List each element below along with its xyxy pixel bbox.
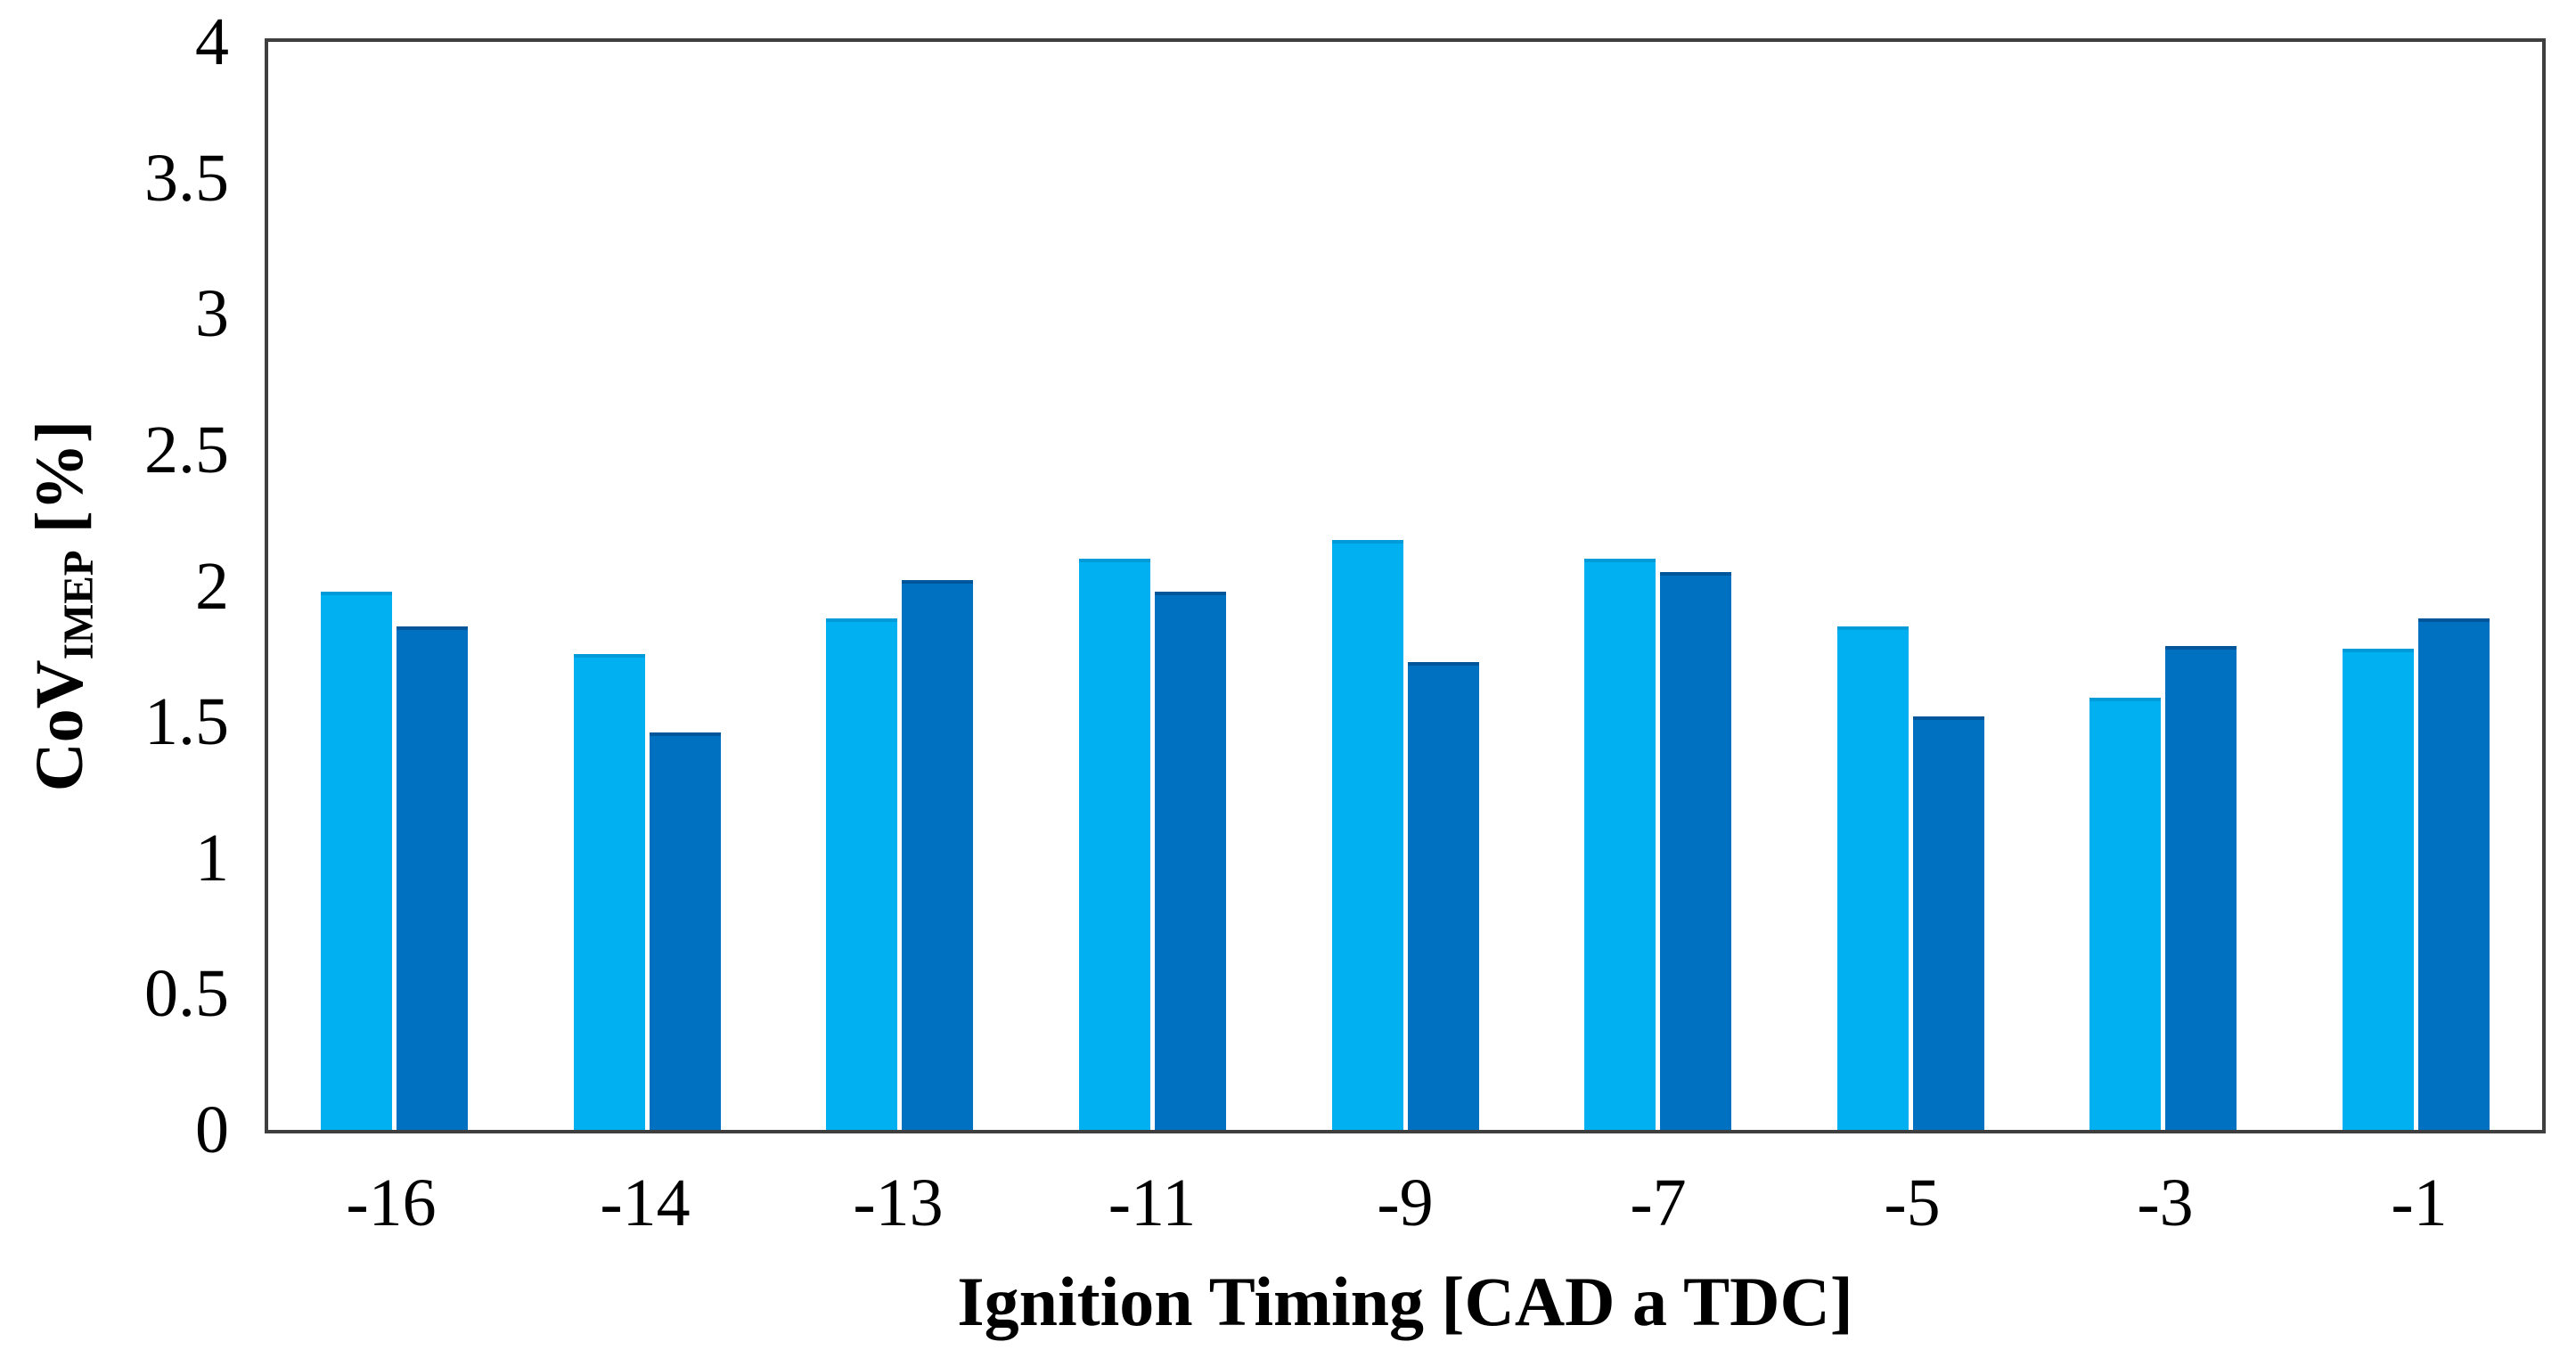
x-tick-label--14: -14 (600, 1166, 691, 1240)
bar-light-blue--13 (826, 618, 898, 1130)
bar-group--16 (268, 42, 521, 1130)
bar-light-blue--9 (1331, 540, 1403, 1130)
bar-light-blue--7 (1584, 559, 1656, 1130)
x-tick-label--9: -9 (1377, 1166, 1434, 1240)
x-axis-title: Ignition Timing [CAD a TDC] (957, 1263, 1853, 1340)
x-tick-label--7: -7 (1630, 1166, 1687, 1240)
x-tick-label--3: -3 (2137, 1166, 2194, 1240)
bar-dark-blue--5 (1912, 716, 1984, 1130)
bar-light-blue--3 (2089, 698, 2162, 1130)
y-tick-label-0: 0 (195, 1092, 229, 1167)
bar-group--1 (2290, 42, 2543, 1130)
bar-dark-blue--14 (649, 732, 721, 1130)
bar-dark-blue--9 (1407, 662, 1479, 1130)
y-tick-label-2: 2 (195, 549, 229, 624)
bar-dark-blue--13 (902, 580, 974, 1130)
bar-dark-blue--7 (1660, 572, 1732, 1130)
bar-group--11 (1026, 42, 1280, 1130)
y-tick-label-3.5: 3.5 (144, 141, 229, 216)
y-tick-label-1: 1 (195, 821, 229, 896)
bar-light-blue--5 (1836, 626, 1909, 1130)
plot-area (265, 38, 2546, 1133)
y-tick-label-4: 4 (195, 4, 229, 79)
bar-light-blue--1 (2342, 649, 2414, 1130)
y-tick-label-3: 3 (195, 276, 229, 351)
bar-group--14 (521, 42, 774, 1130)
bar-group--9 (1279, 42, 1532, 1130)
bar-dark-blue--3 (2165, 646, 2237, 1130)
x-tick-label--1: -1 (2391, 1166, 2448, 1240)
x-tick-label--11: -11 (1108, 1166, 1197, 1240)
bar-group--3 (2037, 42, 2290, 1130)
y-tick-label-0.5: 0.5 (144, 956, 229, 1031)
x-tick-label--5: -5 (1884, 1166, 1941, 1240)
bar-group--5 (1784, 42, 2037, 1130)
bar-dark-blue--16 (397, 626, 469, 1130)
bar-light-blue--11 (1078, 559, 1150, 1130)
bar-group--7 (1532, 42, 1785, 1130)
bar-group--13 (773, 42, 1026, 1130)
bar-dark-blue--1 (2417, 618, 2490, 1130)
bar-dark-blue--11 (1154, 592, 1226, 1130)
x-tick-label--13: -13 (853, 1166, 944, 1240)
x-tick-label--16: -16 (346, 1166, 437, 1240)
bar-light-blue--14 (573, 654, 645, 1130)
y-tick-label-1.5: 1.5 (144, 684, 229, 759)
y-tick-label-2.5: 2.5 (144, 413, 229, 487)
bar-light-blue--16 (321, 592, 393, 1130)
